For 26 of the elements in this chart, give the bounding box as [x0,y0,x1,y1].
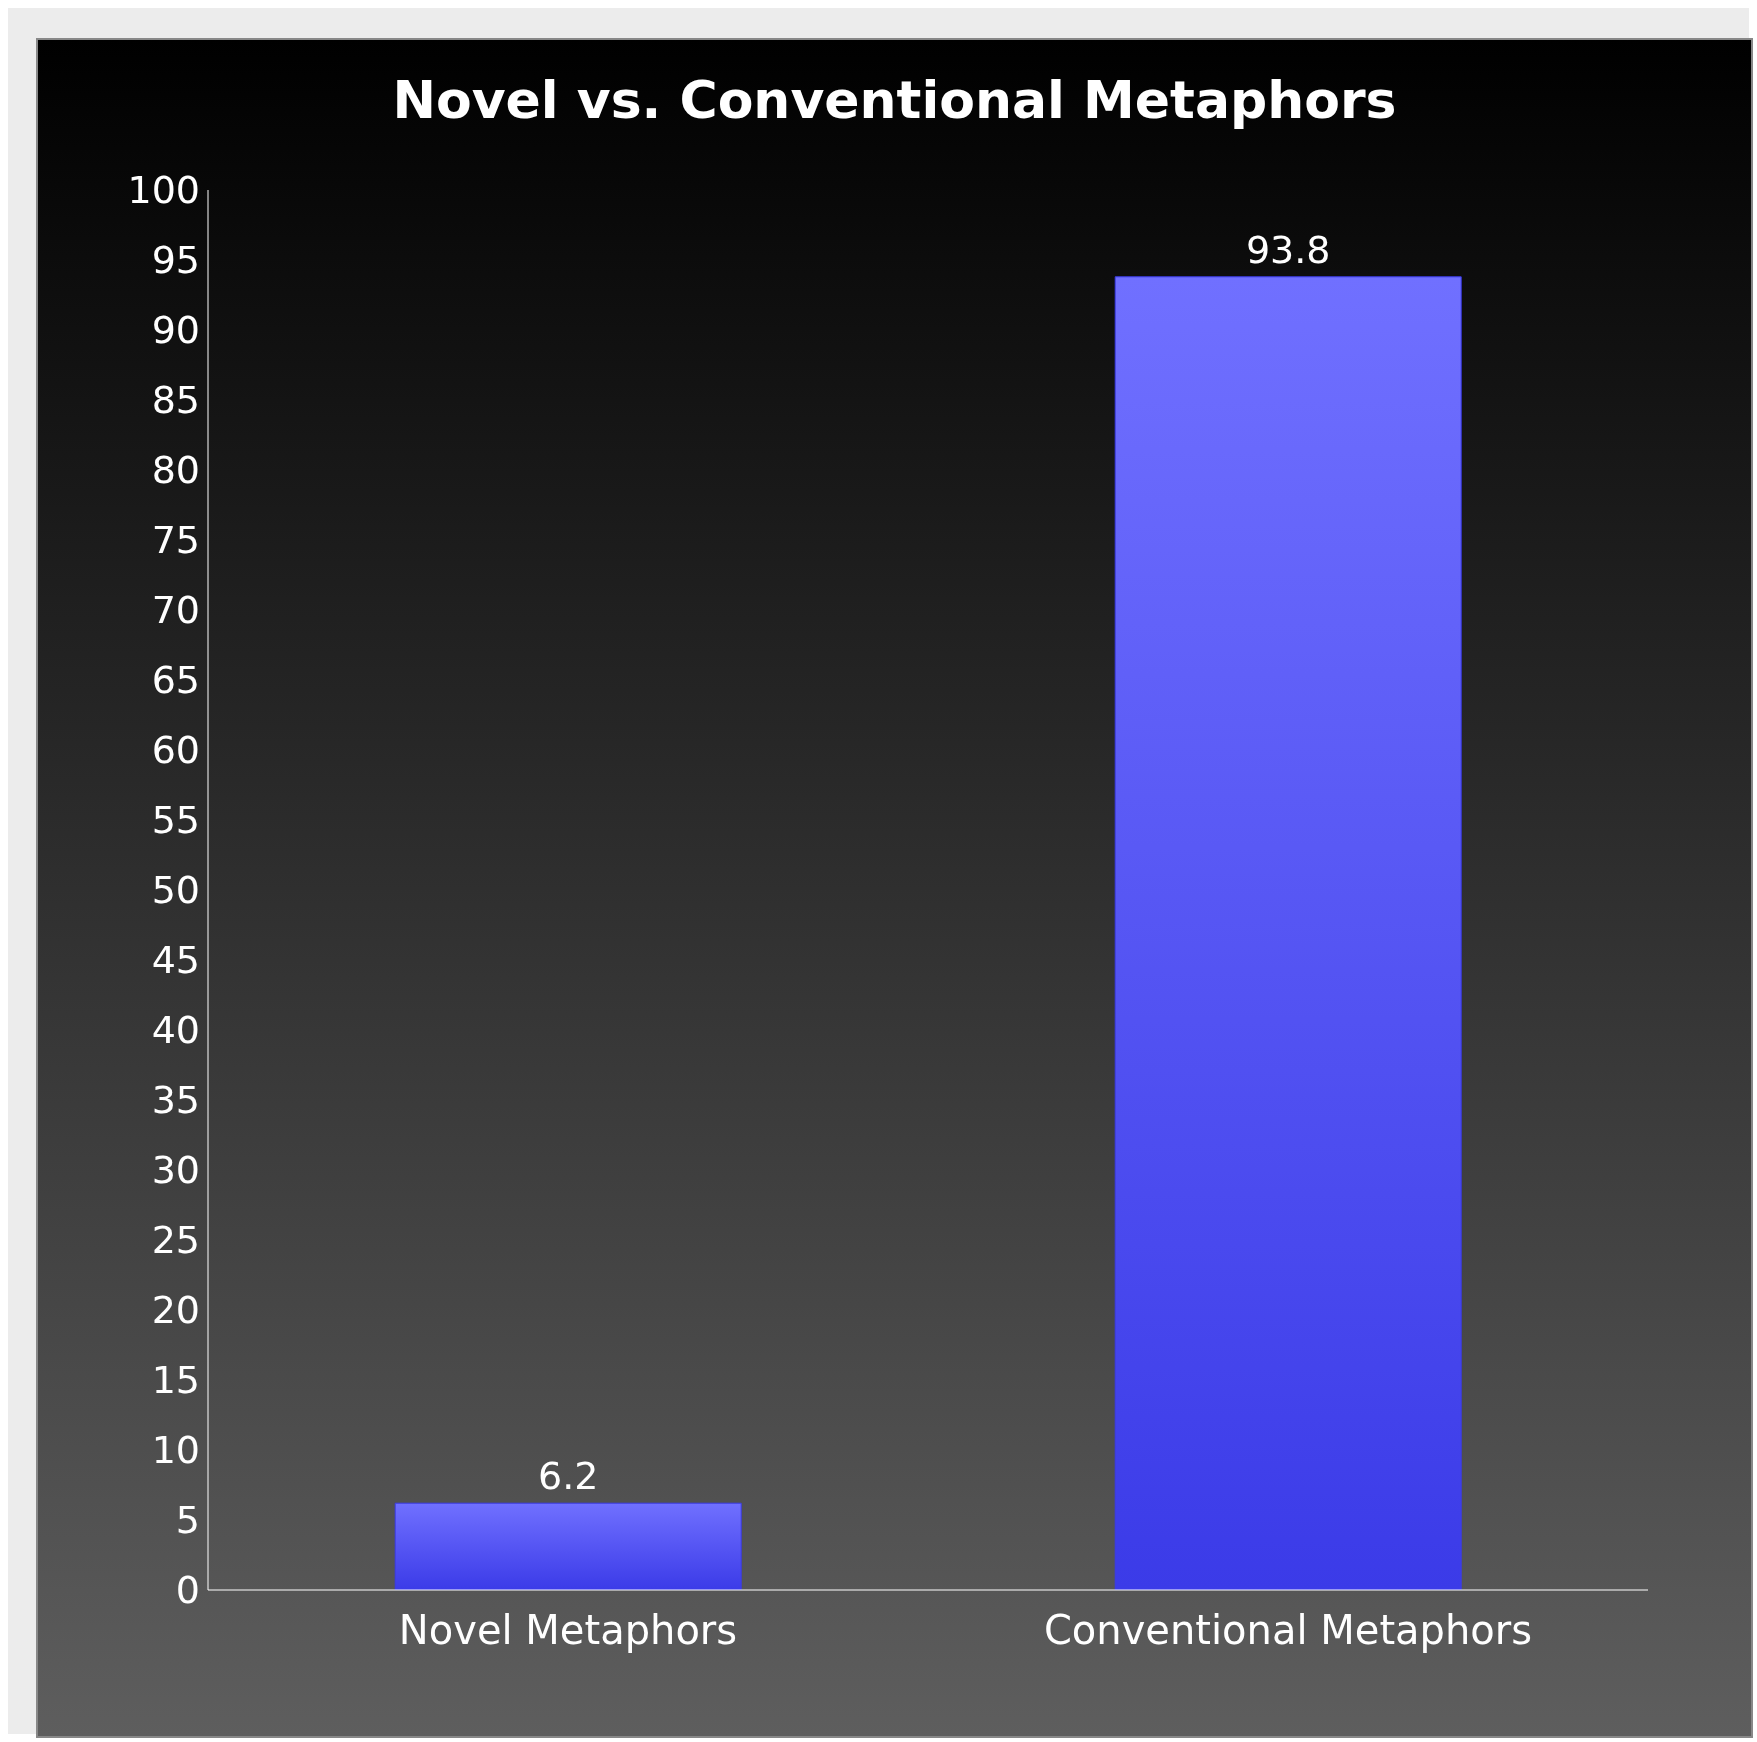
y-tick-label: 10 [151,1428,200,1473]
y-tick-label: 55 [151,798,200,843]
y-tick-label: 5 [175,1498,200,1543]
y-tick-label: 100 [127,168,200,213]
y-tick-label: 70 [151,588,200,633]
y-tick-label: 30 [151,1148,200,1193]
x-tick-label: Conventional Metaphors [1043,1607,1533,1654]
y-tick-label: 40 [151,1008,200,1053]
data-label: 6.2 [537,1454,599,1499]
y-tick-label: 25 [151,1218,200,1263]
y-tick-label: 60 [151,728,200,773]
x-tick-label: Novel Metaphors [398,1607,738,1654]
y-tick-label: 50 [151,868,200,913]
data-label: 93.8 [1245,227,1331,272]
y-tick-label: 0 [175,1568,200,1613]
y-tick-label: 35 [151,1078,200,1123]
y-tick-label: 80 [151,448,200,493]
y-tick-label: 90 [151,308,200,353]
y-tick-label: 45 [151,938,200,983]
y-tick-label: 15 [151,1358,200,1403]
y-tick-label: 85 [151,378,200,423]
y-tick-label: 95 [151,238,200,283]
y-tick-label: 65 [151,658,200,703]
chart-title: Novel vs. Conventional Metaphors [391,70,1398,130]
y-tick-label: 75 [151,518,200,563]
y-tick-label: 20 [151,1288,200,1333]
